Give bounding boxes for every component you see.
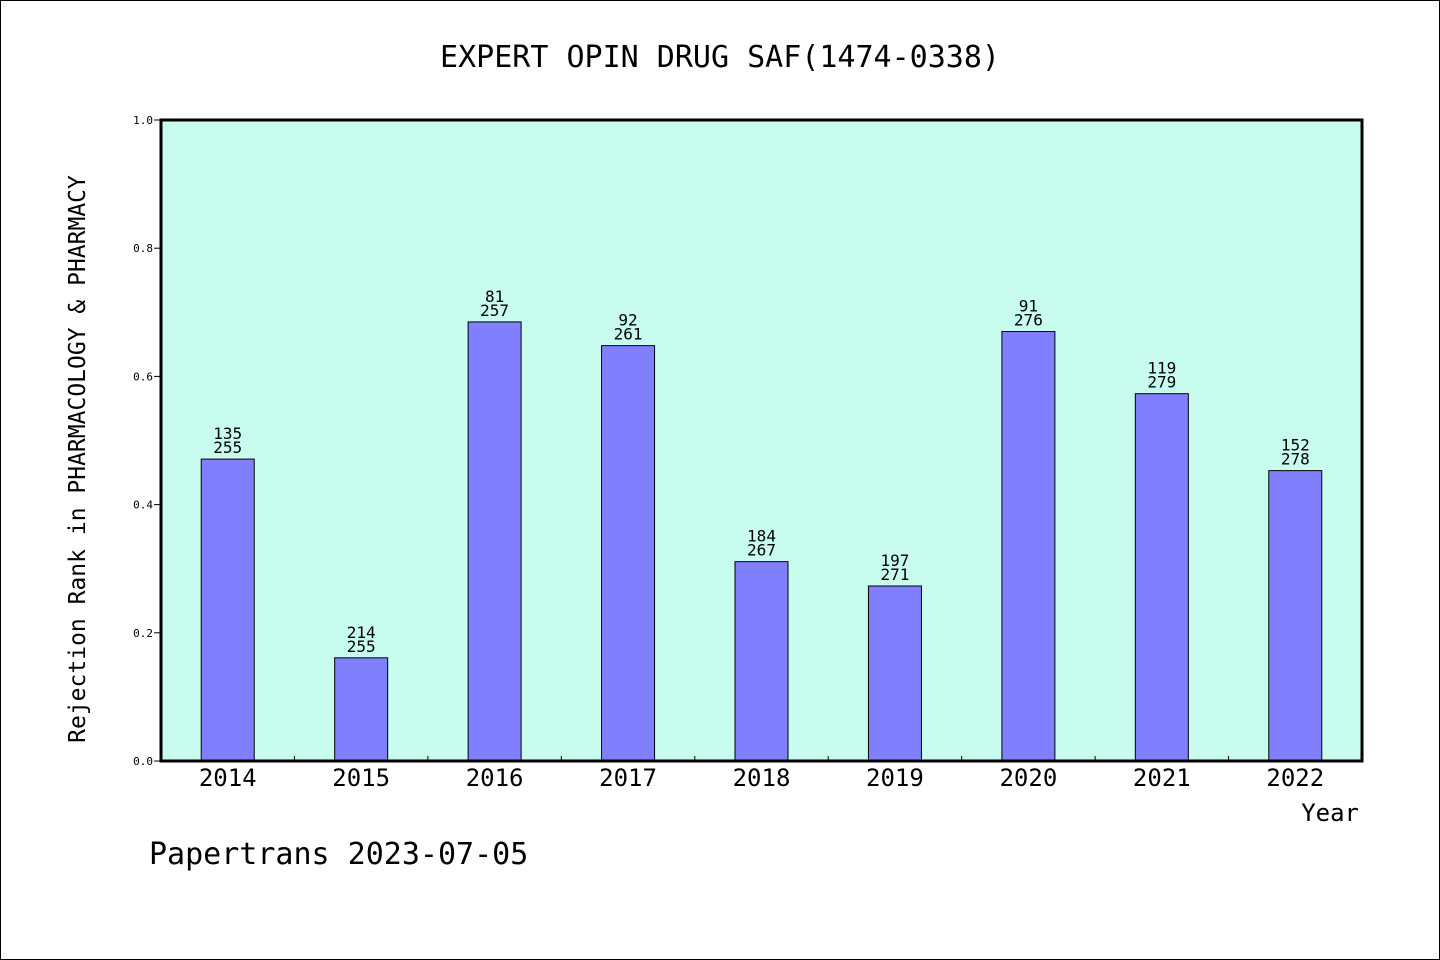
bar-label-top: 81 <box>485 287 504 306</box>
bar-label-bottom: 278 <box>1281 450 1310 469</box>
x-axis-label: Year <box>1301 799 1359 827</box>
x-tick-label: 2014 <box>199 764 257 792</box>
bar-label-bottom: 255 <box>347 637 376 656</box>
x-tick-label: 2016 <box>466 764 524 792</box>
bar-label-bottom: 276 <box>1014 311 1043 330</box>
x-tick-label: 2022 <box>1266 764 1324 792</box>
y-tick-label: 0.8 <box>133 242 153 255</box>
bar-label-top: 119 <box>1147 359 1176 378</box>
bar-label-top: 135 <box>213 424 242 443</box>
bar-label-bottom: 267 <box>747 541 776 560</box>
bar-label-top: 152 <box>1281 436 1310 455</box>
bar-2015 <box>334 657 389 762</box>
bar-label-top: 91 <box>1019 297 1038 316</box>
bar-label-bottom: 261 <box>614 325 643 344</box>
plot-border <box>159 118 1364 763</box>
y-tick-label: 0.4 <box>133 499 153 512</box>
bar-2016 <box>467 321 522 762</box>
y-tick-label: 1.0 <box>133 114 153 127</box>
bar-label-top: 184 <box>747 527 776 546</box>
bar-2018 <box>734 561 789 762</box>
chart-title: EXPERT OPIN DRUG SAF(1474-0338) <box>440 40 1000 75</box>
x-tick-label: 2020 <box>999 764 1057 792</box>
bar-2021 <box>1134 393 1189 762</box>
x-tick-label: 2021 <box>1133 764 1191 792</box>
y-tick-label: 0.2 <box>133 627 153 640</box>
bar-label-bottom: 255 <box>213 438 242 457</box>
bar-label-top: 197 <box>880 551 909 570</box>
x-tick-label: 2019 <box>866 764 924 792</box>
x-tick-label: 2018 <box>733 764 791 792</box>
bar-2019 <box>867 585 922 762</box>
y-tick-label: 0.0 <box>133 755 153 768</box>
bar-label-top: 92 <box>618 311 637 330</box>
bar-2014 <box>200 458 255 762</box>
x-tick-label: 2015 <box>332 764 390 792</box>
footer-credit: Papertrans 2023-07-05 <box>149 837 528 872</box>
x-tick-label: 2017 <box>599 764 657 792</box>
bar-label-bottom: 257 <box>480 301 509 320</box>
bar-label-bottom: 279 <box>1147 373 1176 392</box>
plot-area: 0.00.20.40.60.81.01352552014214255201581… <box>133 114 1364 792</box>
y-tick-label: 0.6 <box>133 370 153 383</box>
bar-2017 <box>601 345 656 762</box>
bar-2020 <box>1001 331 1056 762</box>
bar-label-bottom: 271 <box>880 565 909 584</box>
bar-label-top: 214 <box>347 623 376 642</box>
bar-2022 <box>1268 470 1323 762</box>
y-axis-label: Rejection Rank in PHARMACOLOGY & PHARMAC… <box>65 175 91 743</box>
